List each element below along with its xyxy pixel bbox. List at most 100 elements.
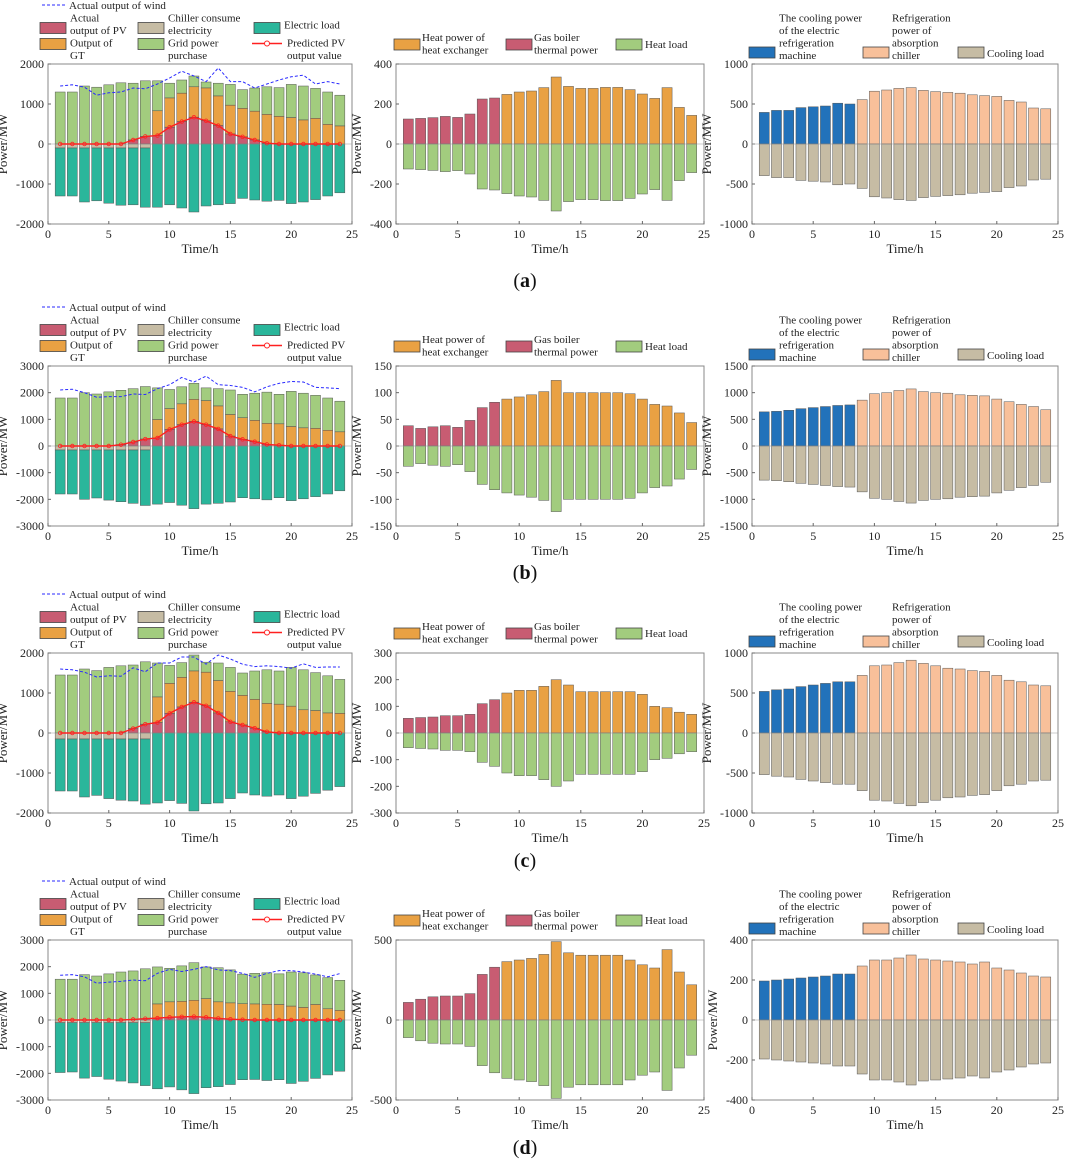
electric-load-bar — [225, 143, 236, 204]
predicted-pv-point — [252, 137, 257, 143]
heat-load-bar — [575, 1019, 587, 1086]
electric-load-bar — [298, 143, 309, 203]
y-tick-label: 400 — [730, 933, 748, 947]
absorption-chiller-bar — [918, 90, 929, 145]
gt-output-bar — [261, 114, 273, 144]
heat-load-bar — [513, 732, 525, 776]
y-tick-label: -2000 — [16, 806, 44, 820]
absorption-chiller-bar — [1003, 100, 1015, 145]
predicted-pv-point — [252, 726, 257, 731]
legend-gt-label: Output of — [70, 340, 113, 352]
y-tick-label: 2000 — [20, 57, 44, 71]
legend-gas-boiler-swatch — [505, 914, 533, 927]
gt-output-bar — [261, 1004, 273, 1021]
predicted-pv-point — [70, 141, 75, 147]
caption-letter: a — [520, 270, 530, 292]
legend-heat-load-label: Heat load — [645, 915, 688, 927]
absorption-chiller-bar — [918, 663, 929, 734]
absorption-chiller-bar — [905, 87, 917, 145]
pv-output-bar — [152, 437, 163, 447]
heat-exchanger-bar — [661, 405, 673, 447]
legend-absorption-chiller-swatch — [862, 635, 890, 648]
legend-pv-swatch — [39, 898, 67, 910]
electric-load-bar — [225, 732, 236, 799]
y-tick-label: 0 — [38, 439, 44, 453]
heat-exchanger-bar — [526, 90, 537, 145]
legend-predicted-pv-label: output value — [287, 50, 342, 62]
predicted-pv-point — [228, 433, 233, 439]
electric-load-bar — [200, 445, 212, 505]
caption-letter: b — [519, 562, 531, 584]
predicted-pv-point — [82, 141, 87, 147]
grid-purchase-bar — [249, 670, 260, 700]
electric-load-bar — [79, 738, 90, 798]
legend-electric-refrigeration-label: refrigeration — [779, 914, 834, 926]
caption-letter: d — [519, 1137, 531, 1159]
heat-exchanger-bar — [674, 711, 685, 734]
electric-refrigeration-bar — [795, 408, 807, 447]
legend-heat-exchanger-label: Heat power of — [422, 908, 485, 920]
heat-exchanger-bar — [649, 98, 661, 145]
gt-output-bar — [176, 403, 187, 425]
x-tick-label: 20 — [285, 1103, 297, 1117]
legend-gas-boiler-label: Gas boiler — [534, 908, 580, 920]
absorption-chiller-bar — [905, 388, 917, 447]
absorption-chiller-bar — [1003, 401, 1015, 447]
x-axis-label: Time/h — [181, 241, 219, 256]
pv-output-bar — [176, 121, 187, 145]
y-tick-label: -500 — [370, 1093, 392, 1107]
absorption-chiller-bar — [942, 667, 954, 734]
heat-exchanger-bar — [661, 87, 673, 145]
absorption-chiller-bar — [967, 395, 978, 447]
cooling-load-bar — [832, 1019, 843, 1067]
legend-pv-label: output of PV — [70, 901, 127, 913]
absorption-chiller-bar — [954, 394, 966, 447]
grid-purchase-bar — [54, 674, 66, 734]
heat-exchanger-bar — [686, 714, 697, 734]
legend-gas-boiler-swatch — [505, 340, 533, 353]
predicted-pv-point — [155, 133, 160, 138]
cooling-load-bar — [783, 732, 794, 778]
legend-absorption-chiller-label: power of — [892, 901, 932, 913]
heat-load-bar — [489, 445, 500, 490]
cooling-load-bar — [807, 143, 819, 182]
electric-load-bar — [67, 449, 78, 495]
x-tick-label: 5 — [810, 1103, 816, 1117]
grid-purchase-bar — [176, 79, 187, 94]
y-tick-label: 2000 — [20, 960, 44, 974]
wind-output-line — [60, 966, 340, 984]
absorption-chiller-bar — [954, 668, 966, 734]
heat-load-bar — [686, 445, 697, 470]
heat-exchanger-bar — [637, 398, 648, 447]
gt-output-bar — [237, 417, 248, 440]
x-tick-label: 0 — [45, 1103, 51, 1117]
heat-exchanger-bar — [526, 394, 537, 447]
gas-boiler-bar — [489, 402, 500, 447]
predicted-pv-point — [155, 720, 160, 725]
pv-output-bar — [188, 116, 200, 145]
absorption-chiller-bar — [881, 664, 892, 734]
electric-refrigeration-bar — [844, 103, 856, 145]
predicted-pv-point — [167, 124, 172, 130]
y-tick-label: 500 — [730, 97, 748, 111]
chiller-consumption-bar — [140, 143, 151, 149]
gas-boiler-bar — [476, 407, 488, 447]
heat-load-bar — [415, 1019, 426, 1042]
electric-refrigeration-bar — [771, 110, 782, 145]
heat-load-bar — [674, 143, 685, 181]
predicted-pv-point — [191, 1014, 197, 1019]
gt-output-bar — [200, 400, 212, 425]
grid-purchase-bar — [140, 80, 151, 137]
x-tick-label: 20 — [636, 529, 648, 543]
caption-letter: c — [520, 850, 530, 872]
grid-purchase-bar — [91, 86, 102, 145]
legend-absorption-chiller-label: Refrigeration — [892, 602, 951, 614]
cooling-load-bar — [954, 143, 966, 196]
y-tick-label: -1000 — [16, 466, 44, 480]
y-axis-label: Power/MW — [349, 989, 364, 1050]
y-axis-label: Power/MW — [699, 415, 714, 476]
electric-load-bar — [127, 449, 139, 504]
cooling-load-bar — [856, 1019, 868, 1075]
cooling-load-bar — [930, 143, 941, 197]
electric-load-bar — [213, 1019, 224, 1087]
